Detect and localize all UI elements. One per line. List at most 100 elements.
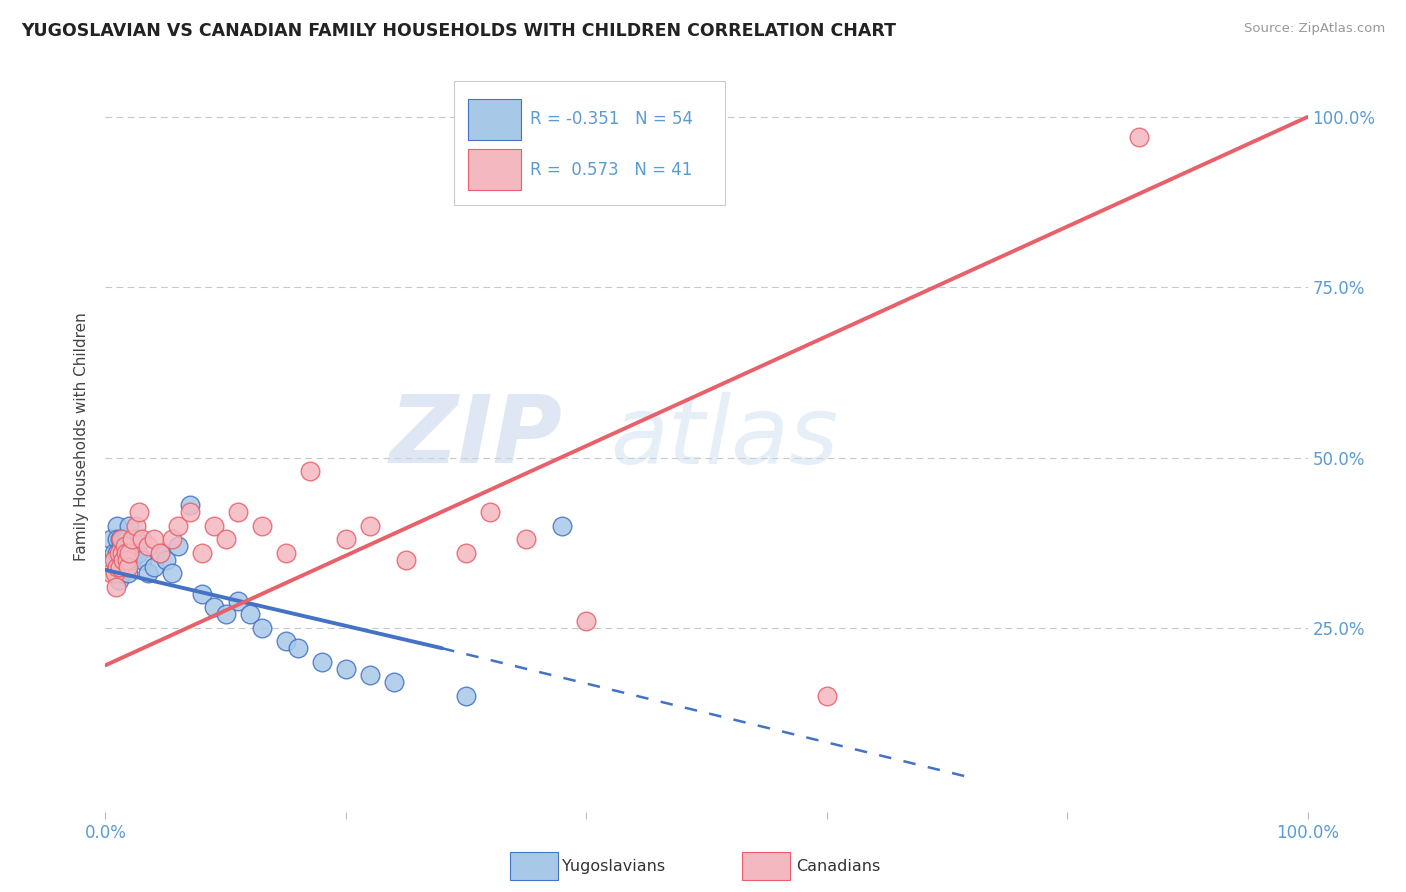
Point <box>250 621 273 635</box>
Point <box>115 546 138 560</box>
Point <box>115 559 138 574</box>
Point <box>128 505 150 519</box>
Point <box>335 662 357 676</box>
Text: Yugoslavians: Yugoslavians <box>562 859 665 873</box>
Point <box>115 539 138 553</box>
Point <box>110 533 132 547</box>
Point <box>108 559 131 574</box>
Point <box>202 518 225 533</box>
Point <box>100 533 122 547</box>
Text: YUGOSLAVIAN VS CANADIAN FAMILY HOUSEHOLDS WITH CHILDREN CORRELATION CHART: YUGOSLAVIAN VS CANADIAN FAMILY HOUSEHOLD… <box>21 22 896 40</box>
Point <box>1128 130 1150 145</box>
Point <box>479 505 502 519</box>
Point <box>148 546 170 560</box>
Point <box>136 566 159 581</box>
Point <box>121 533 143 547</box>
Point <box>107 559 129 574</box>
Point <box>121 552 143 566</box>
Point <box>118 518 141 533</box>
Point <box>120 546 142 560</box>
Point <box>179 498 201 512</box>
Point <box>117 566 139 581</box>
Point <box>107 546 129 560</box>
Point <box>111 546 134 560</box>
Point <box>118 539 141 553</box>
Text: Source: ZipAtlas.com: Source: ZipAtlas.com <box>1244 22 1385 36</box>
Point <box>142 533 165 547</box>
Point <box>298 464 321 478</box>
Point <box>124 518 146 533</box>
Point <box>575 614 598 628</box>
Text: R =  0.573   N = 41: R = 0.573 N = 41 <box>530 161 692 178</box>
Point <box>112 559 135 574</box>
Point <box>359 668 381 682</box>
Point <box>226 505 249 519</box>
Point <box>551 518 574 533</box>
Point <box>107 546 129 560</box>
Point <box>190 587 212 601</box>
Point <box>114 533 136 547</box>
Point <box>122 539 145 553</box>
Point <box>131 552 153 566</box>
Point <box>127 546 149 560</box>
Point <box>515 533 537 547</box>
Point <box>250 518 273 533</box>
Point <box>103 552 125 566</box>
Point <box>202 600 225 615</box>
Point <box>179 505 201 519</box>
Point <box>287 641 309 656</box>
Text: ZIP: ZIP <box>389 391 562 483</box>
Point <box>160 566 183 581</box>
Point <box>274 546 297 560</box>
FancyBboxPatch shape <box>468 99 522 140</box>
Point <box>108 546 131 560</box>
Point <box>103 546 125 560</box>
Point <box>105 559 128 574</box>
Point <box>107 533 129 547</box>
Point <box>112 552 135 566</box>
Point <box>114 552 136 566</box>
Point <box>382 675 405 690</box>
Point <box>105 580 128 594</box>
Point <box>115 533 138 547</box>
Point <box>124 533 146 547</box>
Point <box>214 607 236 622</box>
Point <box>142 559 165 574</box>
FancyBboxPatch shape <box>468 149 522 190</box>
Point <box>239 607 262 622</box>
Point <box>454 689 477 703</box>
Point <box>166 518 188 533</box>
Point <box>104 566 127 581</box>
Point <box>107 518 129 533</box>
Point <box>226 593 249 607</box>
Point <box>104 552 127 566</box>
Point <box>115 552 138 566</box>
Point <box>815 689 838 703</box>
Point <box>110 539 132 553</box>
Point <box>107 573 129 587</box>
Point <box>110 552 132 566</box>
Point <box>111 566 134 581</box>
Y-axis label: Family Households with Children: Family Households with Children <box>75 313 90 561</box>
Point <box>166 539 188 553</box>
Point <box>111 546 134 560</box>
Point <box>114 539 136 553</box>
Point <box>311 655 333 669</box>
Text: atlas: atlas <box>610 392 838 483</box>
Point <box>160 533 183 547</box>
Point <box>148 546 170 560</box>
Text: R = -0.351   N = 54: R = -0.351 N = 54 <box>530 111 693 128</box>
Point <box>118 546 141 560</box>
Point <box>100 566 122 581</box>
Point <box>335 533 357 547</box>
Point <box>454 546 477 560</box>
Point <box>274 634 297 648</box>
Point <box>131 533 153 547</box>
Point <box>107 559 129 574</box>
Point <box>112 546 135 560</box>
FancyBboxPatch shape <box>454 81 724 205</box>
Point <box>115 552 138 566</box>
Point <box>136 539 159 553</box>
Point <box>117 559 139 574</box>
Point <box>108 533 131 547</box>
